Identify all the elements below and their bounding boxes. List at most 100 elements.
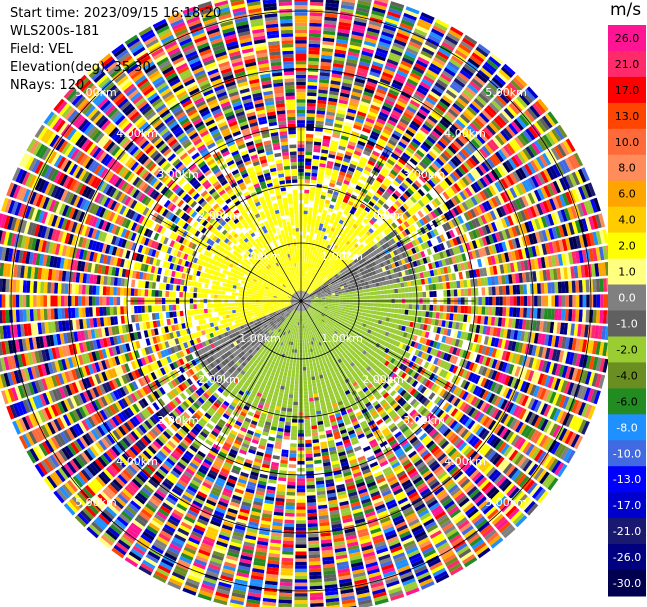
velocity-cell (394, 293, 399, 299)
velocity-cell (473, 98, 485, 109)
velocity-cell (345, 278, 350, 283)
velocity-cell (381, 193, 389, 201)
velocity-cell (376, 189, 384, 196)
velocity-cell (319, 289, 323, 292)
velocity-cell (393, 236, 399, 243)
velocity-cell (401, 168, 409, 177)
velocity-cell (378, 246, 384, 252)
velocity-cell (476, 192, 485, 203)
velocity-cell (418, 285, 423, 292)
velocity-cell (564, 157, 574, 171)
velocity-cell (344, 195, 350, 201)
velocity-cell (508, 352, 514, 363)
velocity-cell (481, 161, 490, 173)
velocity-cell (335, 202, 341, 208)
velocity-cell (343, 276, 348, 280)
velocity-cell (499, 206, 507, 217)
velocity-cell (558, 364, 565, 377)
velocity-cell (526, 107, 538, 120)
velocity-cell (405, 352, 411, 359)
velocity-cell (429, 90, 441, 100)
velocity-cell (458, 244, 465, 253)
velocity-cell (348, 321, 353, 325)
velocity-cell (302, 287, 305, 291)
velocity-cell (443, 150, 452, 159)
velocity-cell (442, 223, 449, 232)
velocity-cell (377, 277, 383, 282)
velocity-cell (423, 361, 430, 369)
velocity-cell (595, 373, 602, 388)
velocity-cell (355, 308, 360, 312)
velocity-cell (353, 243, 359, 249)
velocity-cell (508, 140, 519, 153)
velocity-cell (307, 303, 311, 305)
velocity-cell (309, 274, 312, 279)
velocity-cell (442, 250, 448, 258)
velocity-cell (333, 267, 338, 272)
velocity-cell (401, 287, 405, 293)
velocity-cell (457, 305, 461, 313)
velocity-cell (301, 294, 303, 298)
velocity-cell (492, 327, 498, 337)
velocity-cell (408, 309, 412, 316)
velocity-cell (448, 127, 459, 137)
velocity-cell (436, 195, 444, 204)
velocity-cell (350, 282, 355, 286)
velocity-cell (390, 313, 395, 318)
velocity-cell (561, 159, 571, 173)
velocity-cell (465, 351, 471, 360)
velocity-cell (439, 360, 446, 368)
velocity-cell (603, 294, 608, 308)
velocity-cell (372, 250, 378, 256)
velocity-cell (314, 396, 319, 401)
velocity-cell (368, 111, 378, 118)
velocity-cell (406, 105, 417, 114)
velocity-cell (478, 388, 486, 399)
velocity-cell (331, 294, 336, 297)
velocity-cell (484, 200, 493, 211)
velocity-cell (372, 3, 387, 11)
velocity-cell (363, 278, 368, 282)
velocity-cell (318, 298, 322, 300)
velocity-cell (318, 86, 329, 91)
velocity-cell (409, 206, 417, 214)
velocity-cell (353, 302, 357, 306)
velocity-cell (308, 207, 313, 212)
velocity-cell (294, 22, 308, 27)
velocity-cell (570, 205, 578, 219)
velocity-cell (397, 29, 411, 37)
velocity-cell (411, 34, 425, 43)
velocity-cell (295, 57, 307, 61)
velocity-cell (334, 52, 346, 58)
velocity-cell (311, 302, 315, 304)
velocity-cell (498, 242, 504, 253)
velocity-cell (487, 276, 492, 286)
velocity-cell (318, 281, 323, 286)
velocity-cell (423, 44, 437, 53)
velocity-cell (557, 253, 564, 266)
velocity-cell (475, 205, 483, 215)
velocity-cell (422, 271, 428, 278)
velocity-cell (324, 259, 329, 264)
velocity-cell (390, 390, 397, 397)
velocity-cell (491, 99, 503, 111)
velocity-cell (362, 312, 366, 317)
velocity-cell (449, 208, 457, 218)
velocity-cell (494, 409, 503, 421)
velocity-cell (453, 289, 458, 297)
velocity-cell (315, 120, 324, 125)
velocity-cell (359, 249, 365, 255)
velocity-cell (493, 117, 504, 129)
velocity-cell (321, 51, 333, 56)
velocity-cell (448, 29, 462, 40)
velocity-cell (439, 181, 447, 191)
velocity-cell (515, 198, 523, 210)
velocity-cell (416, 111, 427, 120)
velocity-cell (294, 5, 308, 9)
velocity-cell (586, 200, 595, 214)
velocity-cell (405, 304, 409, 309)
velocity-cell (495, 286, 500, 296)
velocity-cell (365, 313, 370, 317)
velocity-cell (511, 273, 516, 284)
velocity-cell (407, 268, 413, 275)
